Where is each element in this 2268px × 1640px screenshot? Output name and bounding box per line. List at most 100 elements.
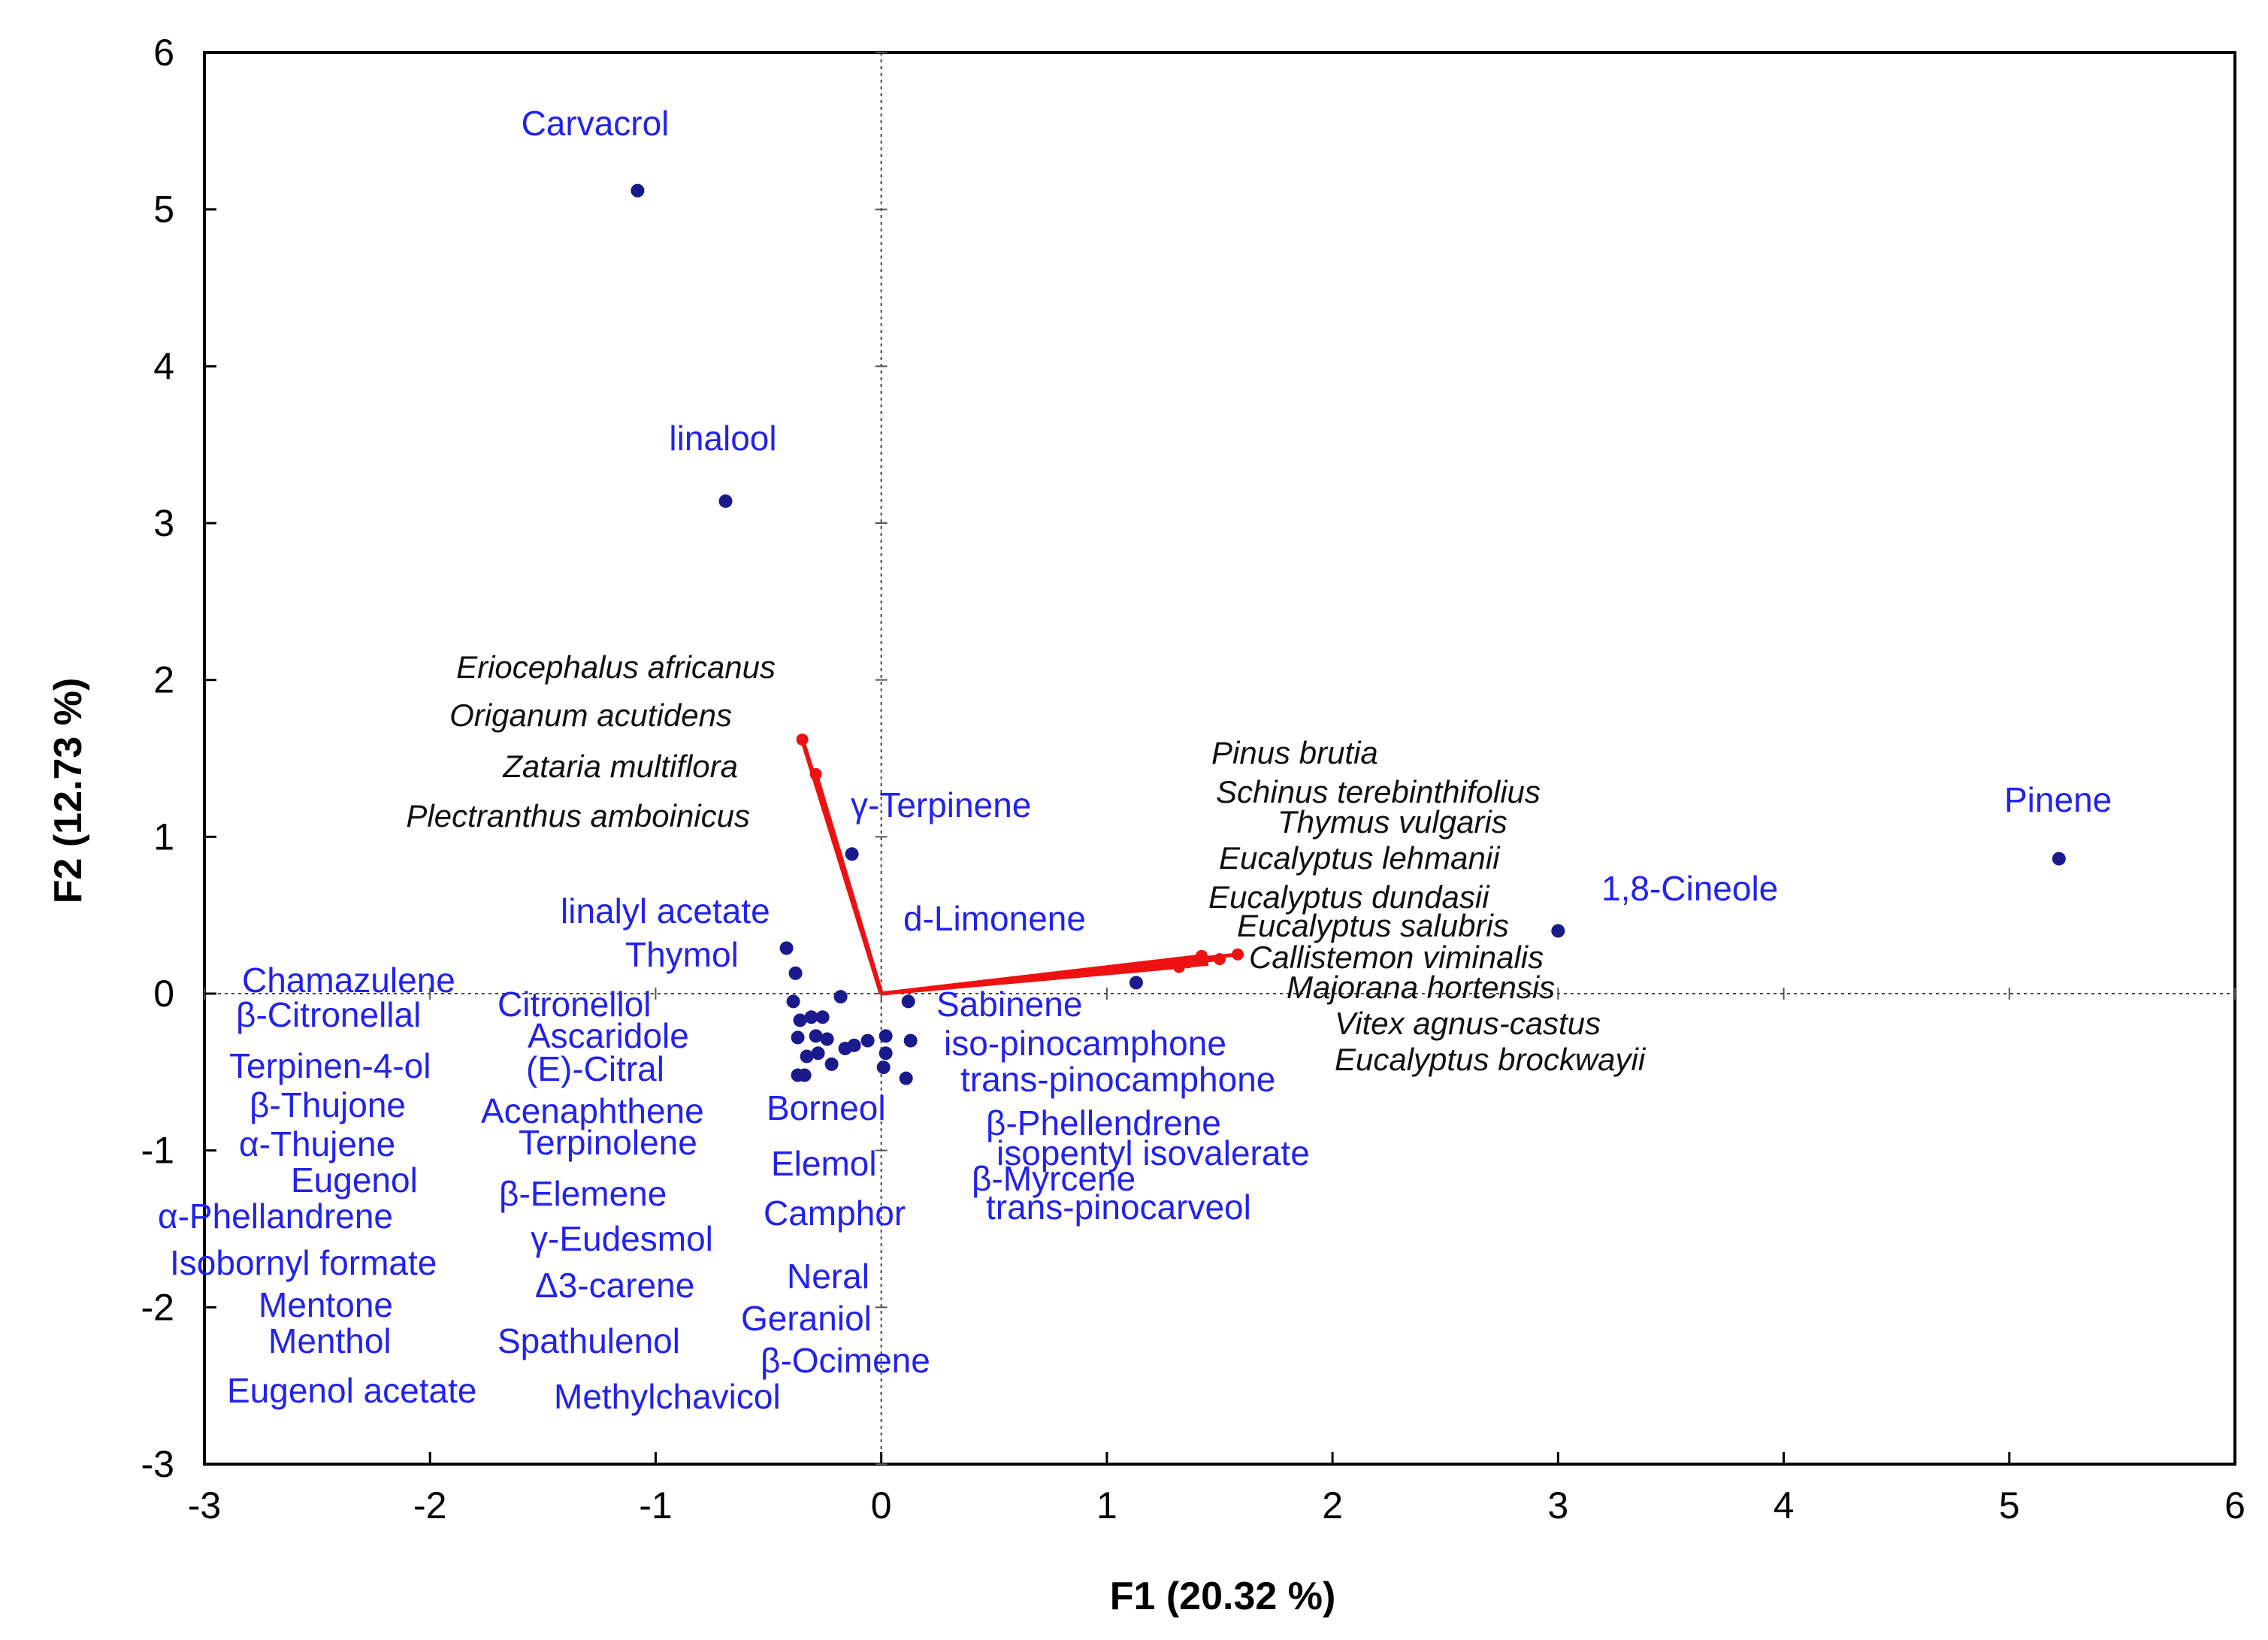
x-tick-label: -1: [639, 1484, 672, 1527]
compound-label: Mentone: [259, 1285, 393, 1324]
compound-label: trans-pinocarveol: [986, 1188, 1251, 1227]
compound-label: Chamazulene: [242, 961, 455, 1000]
species-vectors-group: [796, 733, 1244, 996]
y-tick-label: 3: [153, 502, 174, 544]
data-point: [860, 1033, 875, 1048]
data-point: [804, 1010, 818, 1024]
compound-label: Thymol: [625, 935, 739, 974]
data-point: [847, 1038, 861, 1052]
plot-frame-group: [203, 51, 2236, 1466]
vector-node: [1181, 956, 1194, 969]
data-point: [878, 1046, 893, 1061]
species-label: Eucalyptus lehmanii: [1219, 840, 1501, 876]
compound-label: iso-pinocamphone: [944, 1024, 1226, 1063]
compound-label: Terpinen-4-ol: [229, 1046, 431, 1085]
species-label: Plectranthus amboinicus: [406, 798, 750, 834]
compound-label: Isobornyl formate: [170, 1243, 437, 1282]
data-point: [791, 1030, 805, 1045]
data-point: [824, 1057, 839, 1071]
species-label: Eucalyptus salubris: [1237, 908, 1509, 943]
data-point: [815, 1010, 830, 1024]
data-point: [878, 1029, 893, 1043]
y-tick-label: 5: [153, 189, 174, 231]
zero-axes-group: [204, 53, 2235, 1464]
data-point: [820, 1032, 834, 1046]
species-label: Origanum acutidens: [449, 697, 732, 733]
compound-label: linalool: [669, 419, 776, 458]
data-point: [899, 1071, 913, 1085]
y-axis-title: F2 (12.73 %): [47, 678, 90, 904]
x-tick-label: 0: [871, 1484, 892, 1527]
vector-node: [1172, 961, 1185, 973]
y-tick-label: 1: [153, 815, 174, 858]
x-tick-label: 5: [1999, 1484, 2020, 1527]
tick-group: -3 -2 -1 0 1 2 3 4 5 6 -3 -2 -1 0 1 2 3 4 5 6: [141, 32, 2245, 1527]
y-tick-label: -2: [141, 1286, 174, 1328]
compound-label: Carvacrol: [522, 104, 670, 143]
vector-node: [796, 733, 809, 746]
y-tick-label: -1: [141, 1130, 174, 1172]
vector-line: [881, 955, 1193, 996]
data-point: [788, 966, 803, 980]
data-point: [903, 1033, 918, 1048]
data-point: [2052, 852, 2066, 866]
compound-label: Spathulenol: [497, 1321, 680, 1360]
compound-label: β-Phellendrene: [986, 1103, 1221, 1142]
compound-label: γ-Terpinene: [851, 785, 1031, 825]
x-tick-label: 2: [1322, 1484, 1343, 1527]
vector-node: [1195, 949, 1208, 962]
compound-label: Terpinolene: [519, 1123, 697, 1162]
compound-label: Menthol: [268, 1321, 392, 1360]
data-point: [793, 1013, 807, 1027]
data-point: [786, 994, 800, 1009]
compound-label: β-Ocimene: [761, 1341, 930, 1380]
compound-label: α-Thujene: [239, 1124, 395, 1163]
compound-label: β-Thujone: [249, 1085, 406, 1124]
compound-label: trans-pinocamphone: [960, 1060, 1275, 1099]
species-label: Eriocephalus africanus: [456, 649, 776, 685]
x-tick-label: 3: [1547, 1484, 1568, 1527]
data-point: [1129, 976, 1143, 990]
data-point: [797, 1068, 812, 1082]
vector-node: [809, 767, 822, 780]
compound-label: Citronellol: [497, 985, 652, 1024]
data-point: [845, 847, 859, 861]
compound-label: β-Citronellal: [236, 995, 421, 1034]
x-tick-label: 4: [1774, 1484, 1795, 1527]
species-label: Callistemon viminalis: [1249, 940, 1544, 975]
data-point: [901, 994, 915, 1009]
data-point: [809, 1029, 823, 1043]
vector-node: [1232, 948, 1244, 961]
y-tick-label: 6: [153, 32, 174, 74]
y-tick-label: 0: [153, 973, 174, 1015]
compound-label: α-Phellandrene: [158, 1197, 393, 1236]
compound-label: Borneol: [767, 1088, 886, 1127]
compound-label: 1,8-Cineole: [1601, 869, 1778, 908]
y-tick-label: 2: [153, 659, 174, 701]
data-point: [1551, 924, 1565, 938]
compound-label: Sabinene: [936, 985, 1082, 1024]
compound-label: Pinene: [2004, 780, 2112, 819]
x-tick-label: 6: [2224, 1484, 2245, 1527]
data-point: [833, 990, 848, 1004]
y-tick-label: -3: [141, 1443, 174, 1485]
species-label: Vitex agnus-castus: [1335, 1006, 1601, 1041]
species-label: Eucalyptus dundasii: [1208, 879, 1490, 915]
x-tick-label: -2: [413, 1484, 446, 1527]
data-point: [718, 494, 733, 508]
compound-label: Δ3-carene: [535, 1266, 694, 1305]
y-tick-label: 4: [153, 345, 174, 387]
data-point: [800, 1049, 814, 1064]
x-tick-label: -3: [188, 1484, 221, 1527]
plot-frame: [203, 51, 2236, 1466]
data-point: [779, 941, 794, 955]
compound-label: Methylchavicol: [554, 1377, 781, 1416]
species-label: Thymus vulgaris: [1278, 804, 1507, 840]
compound-label: γ-Eudesmol: [531, 1219, 713, 1258]
compound-label: Ascaridole: [528, 1016, 689, 1055]
compound-label: Neral: [787, 1257, 869, 1296]
species-label: Pinus brutia: [1211, 735, 1378, 770]
vector-node: [1214, 953, 1226, 966]
data-point: [876, 1061, 891, 1075]
